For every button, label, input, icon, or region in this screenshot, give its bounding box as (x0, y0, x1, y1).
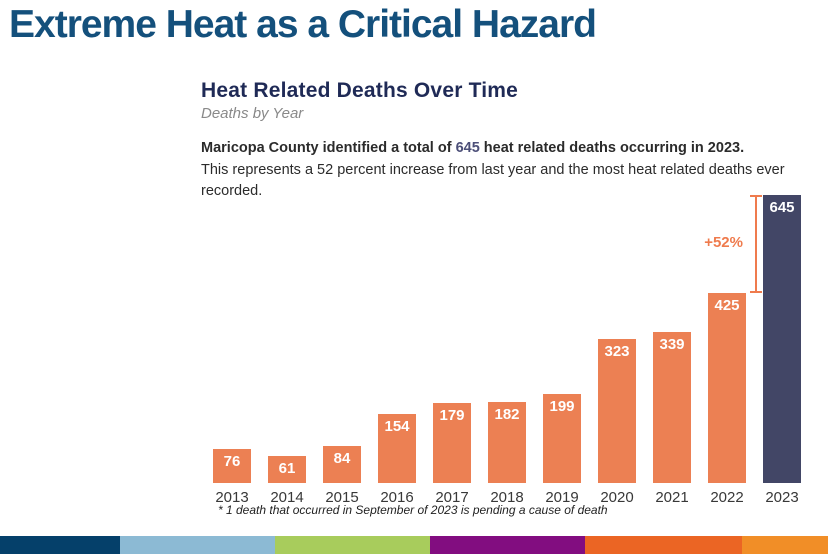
footer-strip-segment-6 (742, 536, 828, 554)
summary-highlight-number: 645 (455, 140, 480, 156)
summary-bold-line: Maricopa County identified a total of 64… (201, 140, 744, 156)
footer-strip-segment-3 (275, 536, 430, 554)
bar-2022: 425 (708, 293, 746, 483)
chart-subtitle: Deaths by Year (201, 105, 304, 122)
bar-2018: 182 (488, 401, 526, 483)
summary-text: Maricopa County identified a total of 64… (201, 138, 807, 203)
bar-value-label: 323 (604, 342, 630, 360)
footer-color-strip (0, 536, 828, 554)
x-tick-2019: 2019 (545, 489, 579, 506)
bar-value-label: 84 (333, 449, 351, 467)
bar-2021: 339 (653, 331, 691, 483)
footer-strip-segment-4 (430, 536, 585, 554)
footer-strip-segment-5 (585, 536, 742, 554)
x-tick-2018: 2018 (490, 489, 524, 506)
bar-value-label: 339 (659, 335, 685, 353)
x-tick-2014: 2014 (270, 489, 304, 506)
increase-percent-label: +52% (704, 234, 743, 252)
bar-2019: 199 (543, 394, 581, 483)
x-tick-2023: 2023 (765, 489, 799, 506)
bar-value-label: 61 (278, 459, 296, 477)
summary-bold-prefix: Maricopa County identified a total of (201, 140, 456, 156)
bar-chart: 76 61 84 154 179 182 199 323 339 425 645 +52% (213, 195, 801, 483)
page-title: Extreme Heat as a Critical Hazard (9, 3, 597, 46)
footer-strip-segment-1 (0, 536, 120, 554)
bar-2016: 154 (378, 414, 416, 483)
bar-value-label: 182 (494, 405, 520, 423)
chart-footnote: * 1 death that occurred in September of … (218, 503, 608, 517)
x-tick-2021: 2021 (655, 489, 689, 506)
summary-bold-suffix: heat related deaths occurring in 2023. (479, 140, 745, 156)
bar-2023: 645 (763, 195, 801, 483)
x-tick-2016: 2016 (380, 489, 414, 506)
bar-value-label: 425 (714, 297, 740, 315)
x-tick-2013: 2013 (215, 489, 249, 506)
bar-2014: 61 (268, 455, 306, 483)
bar-value-label: 645 (769, 199, 795, 216)
bar-2020: 323 (598, 338, 636, 483)
increase-bracket (750, 195, 762, 294)
bar-2015: 84 (323, 445, 361, 483)
summary-body: This represents a 52 percent increase fr… (201, 161, 785, 200)
bar-value-label: 179 (439, 407, 465, 425)
bar-value-label: 76 (223, 453, 241, 471)
x-tick-2020: 2020 (600, 489, 634, 506)
x-tick-2017: 2017 (435, 489, 469, 506)
footer-strip-segment-2 (120, 536, 275, 554)
x-tick-2015: 2015 (325, 489, 359, 506)
bar-2017: 179 (433, 403, 471, 483)
bar-2013: 76 (213, 449, 251, 483)
x-axis-labels: 2013 2014 2015 2016 2017 2018 2019 2020 2021 2022… (213, 489, 801, 509)
bar-value-label: 199 (549, 398, 575, 416)
x-tick-2022: 2022 (710, 489, 744, 506)
bar-value-label: 154 (384, 418, 410, 436)
chart-title: Heat Related Deaths Over Time (201, 79, 519, 102)
